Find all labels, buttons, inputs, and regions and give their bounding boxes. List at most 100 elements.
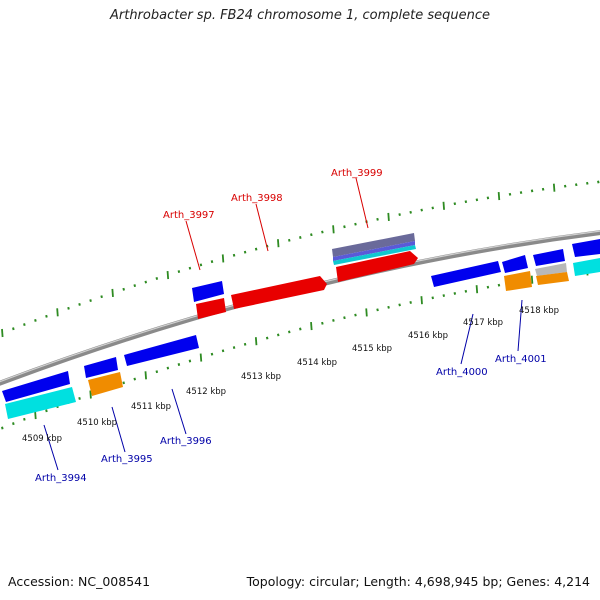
minor-tick <box>133 284 137 288</box>
minor-tick <box>12 327 15 331</box>
minor-tick <box>310 233 313 237</box>
major-tick <box>277 239 280 248</box>
minor-tick <box>332 319 335 322</box>
minor-tick <box>199 263 203 267</box>
major-tick <box>387 212 390 221</box>
minor-tick <box>45 314 48 318</box>
minor-tick <box>354 313 357 317</box>
minor-tick <box>243 342 247 346</box>
gene-blue-edge[interactable] <box>572 239 600 257</box>
gene-label-arth-4001[interactable]: Arth_4001 <box>495 354 547 365</box>
minor-tick <box>23 323 26 326</box>
leader-arth-3994 <box>43 424 59 471</box>
minor-tick <box>420 208 423 212</box>
gene-orange-small[interactable] <box>536 272 569 285</box>
minor-tick <box>376 308 379 312</box>
gene-label-arth-3994[interactable]: Arth_3994 <box>35 473 87 484</box>
scale-label: 4514 kbp <box>297 358 337 368</box>
minor-tick <box>464 200 468 204</box>
map-title: Arthrobacter sp. FB24 chromosome 1, comp… <box>109 8 491 23</box>
minor-tick <box>453 202 457 206</box>
leader-arth-3997 <box>185 220 201 271</box>
major-tick <box>552 183 556 192</box>
minor-tick <box>45 409 48 413</box>
major-tick <box>199 353 203 362</box>
accession-text: Accession: NC_008541 <box>8 574 151 589</box>
scale-label: 4511 kbp <box>131 402 171 412</box>
minor-tick <box>486 285 490 289</box>
major-tick <box>310 322 313 331</box>
gene-cyan-edge[interactable] <box>573 258 600 276</box>
gene-gray-small[interactable] <box>535 263 567 276</box>
gene-arth-3995[interactable] <box>84 357 118 378</box>
minor-tick <box>431 296 435 300</box>
minor-tick <box>23 417 26 421</box>
minor-tick <box>287 330 291 334</box>
minor-tick <box>232 346 236 349</box>
minor-tick <box>321 230 324 234</box>
gene-arth-3994-cyan[interactable] <box>5 387 76 419</box>
minor-tick <box>144 280 148 284</box>
minor-tick <box>122 287 125 291</box>
scale-label: 4513 kbp <box>241 372 281 382</box>
scale-labels: 4509 kbp 4510 kbp 4511 kbp 4512 kbp 4513… <box>22 306 559 444</box>
leader-arth-4001 <box>517 299 523 352</box>
minor-tick <box>100 295 103 299</box>
gene-blue-small[interactable] <box>533 249 565 266</box>
major-tick <box>530 275 534 284</box>
minor-tick <box>221 349 225 353</box>
minor-tick <box>563 184 567 188</box>
gene-arth-3998[interactable] <box>231 276 327 309</box>
gene-label-arth-4000[interactable]: Arth_4000 <box>436 367 488 378</box>
minor-tick <box>530 189 534 193</box>
minor-tick <box>155 370 159 374</box>
scale-label: 4512 kbp <box>186 387 226 397</box>
minor-tick <box>597 180 600 184</box>
minor-tick <box>519 191 523 194</box>
gene-arth-3997[interactable] <box>196 298 226 319</box>
gene-label-arth-3995[interactable]: Arth_3995 <box>101 454 153 465</box>
gene-label-arth-3996[interactable]: Arth_3996 <box>160 436 212 447</box>
gene-arth-4000[interactable] <box>431 261 501 287</box>
minor-tick <box>376 217 379 221</box>
minor-tick <box>254 247 258 251</box>
gene-label-arth-3998[interactable]: Arth_3998 <box>231 193 283 204</box>
minor-tick <box>78 397 81 400</box>
outer-tick-row <box>1 180 600 338</box>
gene-arth-4001-orange[interactable] <box>504 271 532 291</box>
gene-arth-3996[interactable] <box>124 335 199 366</box>
gene-arth-3997-upper[interactable] <box>192 281 224 302</box>
minor-tick <box>122 381 125 385</box>
minor-tick <box>299 327 302 331</box>
minor-tick <box>287 238 291 242</box>
minor-tick <box>497 283 501 287</box>
scale-label: 4510 kbp <box>77 418 117 428</box>
gene-arth-3994[interactable] <box>2 371 70 402</box>
major-tick <box>56 308 59 317</box>
gene-label-arth-3997[interactable]: Arth_3997 <box>163 210 215 221</box>
minor-tick <box>276 333 280 337</box>
scale-label: 4515 kbp <box>352 344 392 354</box>
leader-arth-3995 <box>111 406 126 453</box>
gene-arth-3999[interactable] <box>336 251 418 282</box>
minor-tick <box>89 299 92 302</box>
minor-tick <box>475 198 479 202</box>
minor-tick <box>188 359 192 363</box>
major-tick <box>221 254 225 263</box>
minor-tick <box>67 306 70 310</box>
minor-tick <box>12 422 15 426</box>
minor-tick <box>464 289 468 293</box>
gene-arth-3995-orange[interactable] <box>88 372 123 396</box>
minor-tick <box>133 377 137 381</box>
leader-arth-3996 <box>171 388 187 435</box>
minor-tick <box>508 192 512 196</box>
minor-tick <box>541 187 545 191</box>
gene-label-arth-3999[interactable]: Arth_3999 <box>331 168 383 179</box>
gene-arth-4001[interactable] <box>502 255 528 273</box>
leader-arth-3998 <box>255 203 269 252</box>
minor-tick <box>78 302 81 306</box>
scale-label: 4516 kbp <box>408 331 448 341</box>
minor-tick <box>354 222 357 226</box>
